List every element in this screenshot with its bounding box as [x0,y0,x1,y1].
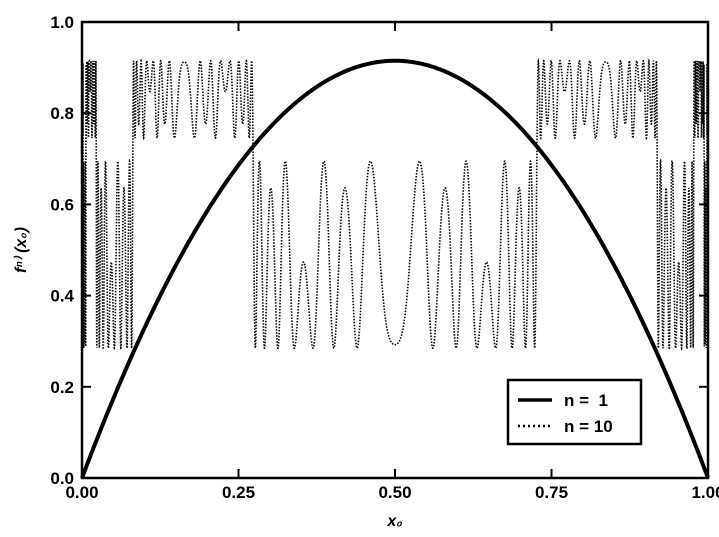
series-layer [80,57,710,479]
y-tick-label: 0.8 [50,104,74,123]
plot-area: 0.00 0.25 0.50 0.75 1.00 0.0 0.2 0.4 0.6 0.8 1.0 [50,13,719,502]
x-axis-label: x₀ [386,513,402,530]
x-tick-label: 0.50 [378,483,411,502]
legend-label-n10: n = 10 [564,417,613,436]
y-tick-label: 0.2 [50,378,74,397]
legend-box [506,378,643,446]
y-axis-label: fⁿ⁾ (x₀) [13,227,30,273]
x-tick-label: 0.00 [65,483,98,502]
x-tick-label: 1.00 [691,483,719,502]
y-tick-label: 1.0 [50,13,74,32]
y-tick-label: 0.4 [50,287,74,306]
series-n1-line [80,58,710,479]
legend: n = 1 n = 10 [506,378,643,446]
legend-label-n1: n = 1 [564,391,608,410]
x-tick-label: 0.25 [222,483,255,502]
y-tick-label: 0.0 [50,469,74,488]
x-tick-label: 0.75 [535,483,568,502]
series-n10-line [81,57,709,479]
ticks-layer: 0.00 0.25 0.50 0.75 1.00 0.0 0.2 0.4 0.6 0.8 1.0 [50,13,719,502]
y-tick-label: 0.6 [50,195,74,214]
